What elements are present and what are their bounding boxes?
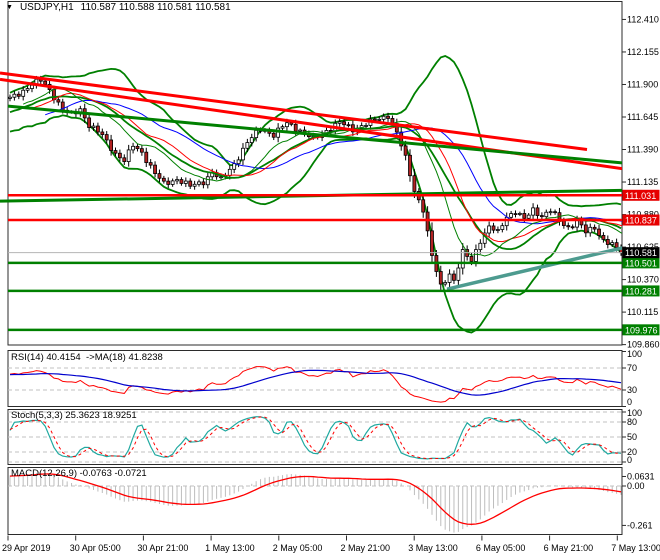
time-axis-label: 1 May 13:00 [205, 543, 255, 553]
rsi-axis-label: 30 [627, 385, 637, 395]
price-axis-tick-label: 111.390 [627, 145, 658, 155]
alligator-lips-line [22, 87, 622, 257]
price-axis-tick-label: 111.645 [627, 112, 658, 122]
macd-indicator-label: MACD(12,26,9) -0.0763 -0.0721 [11, 468, 147, 479]
rsi-axis-label: 0 [627, 397, 632, 407]
time-axis-label: 30 Apr 05:00 [70, 543, 121, 553]
rsi-axis-label: 70 [627, 363, 637, 373]
time-axis-label: 3 May 13:00 [408, 543, 458, 553]
stochastic-axis-label: 20 [627, 447, 637, 457]
macd-panel-border [7, 467, 623, 535]
time-axis-label: 7 May 13:00 [611, 543, 660, 553]
price-axis-tick-label: 112.410 [627, 14, 659, 24]
ohlc-quotes-label: 110.587 110.588 110.581 110.581 [80, 2, 231, 13]
macd-signal-line [9, 473, 622, 525]
price-axis-tick-label: 112.155 [627, 47, 659, 57]
time-axis-label: 30 Apr 21:00 [137, 543, 188, 553]
price-badge-label: 110.281 [625, 286, 657, 296]
rsi-panel-border [7, 350, 623, 407]
chart-title-bar: ▼ USDJPY,H1 110.587 110.588 110.581 110.… [6, 2, 231, 13]
stochastic-indicator-label: Stoch(5,3,3) 25.3623 18.9251 [11, 410, 137, 421]
bollinger-lower-line [9, 114, 622, 334]
stochastic-k-line [9, 416, 622, 460]
price-badge-label: 110.581 [625, 248, 657, 258]
rsi-indicator-label: RSI(14) 40.4154 ->MA(18) 41.8238 [11, 352, 163, 363]
price-badge-label: 110.837 [625, 216, 657, 226]
price-badge [622, 214, 660, 226]
price-badge [622, 189, 660, 201]
time-axis-label: 2 May 21:00 [341, 543, 391, 553]
price-badge [622, 285, 660, 297]
price-badge-label: 109.976 [625, 325, 658, 335]
rsi-ma-line [9, 369, 622, 396]
rsi-line [9, 366, 622, 403]
price-badge [622, 257, 660, 269]
trendline-2[interactable] [7, 104, 622, 165]
alligator-jaw-line [45, 100, 622, 225]
main-chart-border [7, 1, 623, 346]
price-badge-label: 111.031 [625, 191, 656, 201]
price-axis-tick-label: 111.900 [627, 79, 658, 89]
stochastic-d-line [9, 416, 622, 460]
time-axis-label: 6 May 05:00 [476, 543, 526, 553]
stochastic-axis-label: 100 [627, 408, 642, 418]
stochastic-axis-label: 80 [627, 417, 637, 427]
price-axis-tick-label: 111.135 [627, 177, 658, 187]
price-axis-tick-label: 110.115 [627, 307, 658, 317]
time-axis-label: 29 Apr 2019 [2, 543, 51, 553]
time-axis-label: 6 May 21:00 [544, 543, 594, 553]
trendline-0[interactable] [0, 71, 588, 151]
macd-histogram [9, 472, 622, 533]
symbol-dropdown-icon[interactable]: ▼ [6, 3, 13, 11]
candlestick-series [8, 75, 622, 290]
macd-axis-label: -0.261 [627, 520, 653, 530]
price-axis-tick-label: 110.370 [627, 275, 659, 285]
macd-axis-label: 0.0631 [627, 471, 655, 481]
price-badge-label: 110.501 [625, 258, 657, 268]
rsi-axis-label: 100 [627, 349, 642, 359]
price-axis-tick-label: 109.860 [627, 340, 660, 350]
bollinger-middle-line [9, 95, 622, 251]
time-axis-label: 2 May 05:00 [273, 543, 323, 553]
price-badge [622, 247, 660, 259]
trendline-4[interactable] [446, 246, 626, 291]
stochastic-axis-label: 0 [627, 455, 632, 465]
symbol-timeframe-label: USDJPY,H1 [19, 2, 74, 13]
stochastic-axis-label: 50 [627, 432, 637, 442]
price-axis-tick-label: 110.625 [627, 242, 659, 252]
price-badge [622, 324, 660, 336]
macd-axis-label: 0.00 [627, 481, 645, 491]
